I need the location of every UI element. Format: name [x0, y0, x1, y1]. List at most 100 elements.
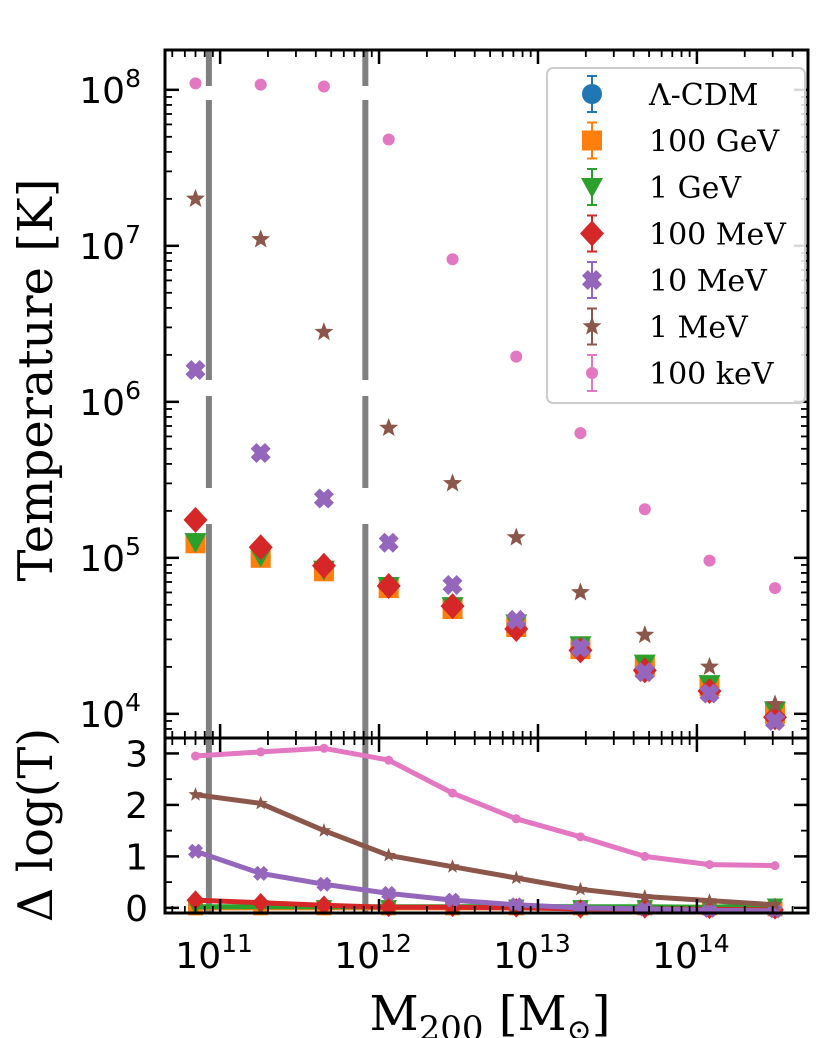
- y-tick-label-bottom-2: 2: [125, 786, 148, 827]
- line-bottom-5: [195, 745, 776, 869]
- legend-marker-4: [582, 270, 602, 290]
- point-bottom-2-0: [186, 890, 205, 910]
- point-top-6-8: [703, 554, 716, 567]
- point-top-3-3: [376, 572, 401, 599]
- point-top-6-0: [189, 77, 202, 90]
- point-top-6-4: [446, 253, 459, 266]
- x-label-unit-close: ]: [592, 986, 611, 1038]
- point-bottom-5-7: [640, 851, 650, 861]
- y-tick-exp: 6: [125, 376, 141, 405]
- x-tick-label-2: 1013: [493, 929, 571, 977]
- line-bottom-3: [194, 848, 776, 914]
- point-bottom-4-5: [509, 870, 524, 885]
- point-top-4-6: [570, 637, 591, 658]
- x-tick-base: 10: [334, 936, 380, 977]
- legend-label-3: 100 MeV: [649, 218, 787, 253]
- legend-label-6: 100 keV: [649, 357, 775, 392]
- point-top-4-2: [313, 488, 334, 509]
- legend-marker-0: [582, 84, 602, 104]
- point-top-5-4: [443, 473, 462, 492]
- x-tick-label-3: 1014: [652, 929, 730, 977]
- point-top-4-0: [185, 360, 206, 380]
- x-tick-base: 10: [175, 936, 221, 977]
- point-bottom-4-4: [445, 859, 460, 873]
- point-top-4-1: [250, 443, 271, 463]
- point-bottom-5-0: [190, 751, 200, 761]
- point-top-6-2: [317, 80, 330, 93]
- x-tick-exp: 14: [698, 929, 730, 958]
- point-bottom-4-7: [637, 889, 652, 903]
- legend-marker-2: [581, 178, 603, 198]
- x-label-unit-open: [M: [484, 986, 567, 1038]
- x-label-subscript: 200: [419, 1009, 484, 1038]
- y-tick-base: 10: [79, 539, 125, 580]
- point-top-3-0: [183, 506, 208, 533]
- point-top-3-4: [440, 593, 465, 620]
- point-top-5-2: [314, 322, 334, 341]
- point-top-4-3: [378, 532, 399, 553]
- legend-marker-3: [580, 220, 604, 247]
- point-bottom-4-8: [702, 893, 717, 907]
- x-tick-exp: 11: [221, 929, 253, 958]
- point-top-5-5: [506, 527, 526, 546]
- y-tick-label-top-4: 108: [79, 64, 141, 112]
- point-bottom-5-6: [575, 832, 585, 842]
- point-top-6-5: [510, 350, 523, 363]
- y-tick-exp: 5: [125, 532, 141, 561]
- y-tick-exp: 8: [125, 64, 141, 93]
- point-bottom-5-4: [448, 788, 458, 798]
- point-top-6-1: [254, 78, 267, 91]
- point-bottom-4-9: [767, 897, 783, 911]
- x-axis-label: M200 [M⊙]: [369, 986, 610, 1038]
- point-top-5-3: [379, 418, 399, 436]
- y-tick-base: 10: [79, 71, 125, 112]
- point-bottom-4-2: [316, 823, 332, 837]
- point-top-4-4: [442, 575, 463, 595]
- point-bottom-2-1: [251, 892, 270, 913]
- point-top-3-1: [248, 534, 273, 561]
- legend-label-0: Λ-CDM: [648, 78, 759, 113]
- point-bottom-5-9: [770, 861, 780, 871]
- legend-label-5: 1 MeV: [649, 311, 749, 346]
- point-bottom-3-9: [767, 903, 783, 919]
- legend-label-2: 1 GeV: [649, 171, 742, 206]
- point-top-5-0: [186, 188, 205, 207]
- point-top-4-8: [699, 683, 720, 704]
- y-tick-base: 10: [79, 383, 125, 424]
- x-tick-base: 10: [493, 936, 539, 977]
- point-top-3-2: [311, 552, 336, 579]
- y-tick-label-top-1: 105: [79, 532, 141, 580]
- point-bottom-3-3: [381, 885, 397, 901]
- x-tick-exp: 12: [380, 929, 412, 958]
- point-top-4-7: [634, 662, 655, 683]
- x-tick-label-0: 1011: [175, 929, 253, 977]
- y-tick-base: 10: [79, 227, 125, 268]
- y-tick-exp: 4: [125, 688, 141, 717]
- x-tick-label-1: 1012: [334, 929, 412, 977]
- point-top-6-9: [769, 582, 782, 595]
- y-tick-label-top-2: 106: [79, 376, 141, 424]
- x-tick-base: 10: [652, 936, 698, 977]
- bottom-y-axis-label: Δ log(T): [8, 728, 64, 922]
- y-tick-label-bottom-3: 3: [125, 734, 148, 775]
- point-top-5-6: [570, 582, 590, 601]
- y-tick-label-top-0: 104: [79, 688, 141, 736]
- x-tick-exp: 13: [539, 929, 571, 958]
- legend-label-1: 100 GeV: [649, 125, 781, 160]
- x-label-main: M: [369, 986, 418, 1038]
- point-bottom-4-0: [188, 787, 203, 801]
- y-tick-exp: 7: [125, 220, 141, 249]
- point-bottom-3-1: [253, 865, 269, 881]
- y-tick-label-bottom-1: 1: [125, 837, 148, 878]
- point-bottom-4-6: [573, 881, 588, 896]
- point-bottom-3-4: [445, 892, 460, 908]
- point-bottom-5-3: [384, 755, 394, 765]
- x-label-unit-subscript: ⊙: [567, 1013, 592, 1038]
- point-top-6-6: [574, 427, 587, 440]
- line-bottom-4: [195, 792, 776, 908]
- point-top-4-9: [765, 711, 785, 731]
- y-tick-label-top-3: 107: [79, 220, 141, 268]
- point-bottom-5-1: [256, 747, 266, 757]
- y-tick-base: 10: [79, 695, 125, 736]
